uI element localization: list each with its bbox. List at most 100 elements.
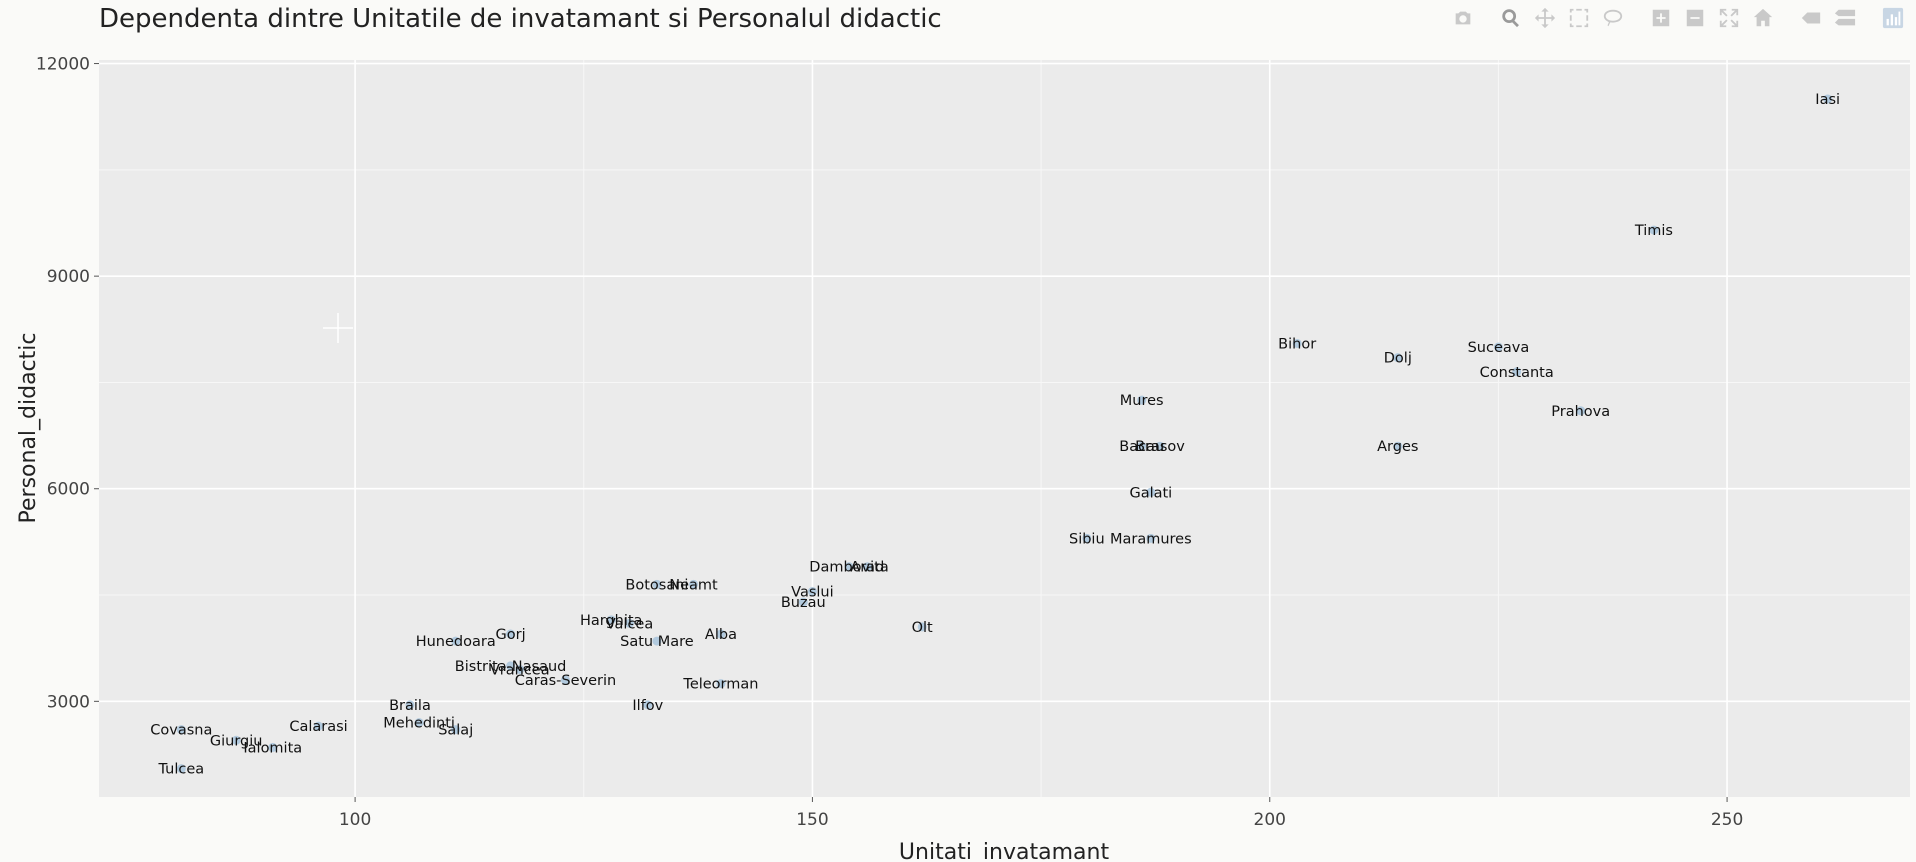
point-label: Braila [389,698,431,714]
point-label: Buzau [781,595,826,611]
y-tick-label: 12000 [36,55,90,75]
data-point[interactable] [176,764,186,774]
point-label: Suceava [1468,340,1530,356]
data-point[interactable] [506,661,516,671]
data-point[interactable] [606,615,616,625]
data-point[interactable] [1146,487,1156,497]
point-label: Covasna [150,723,212,739]
point-label: Neamt [669,577,718,593]
axis-ticks: 100 150 200 250 3000 6000 9000 12000 [36,55,1743,830]
data-point[interactable] [1393,441,1403,451]
crosshair-cursor [323,313,353,343]
zoom-icon[interactable] [1496,4,1526,32]
data-point[interactable] [451,725,461,735]
point-label: Teleorman [682,677,758,693]
data-point[interactable] [506,629,516,639]
x-tick-label: 250 [1711,810,1743,830]
data-point[interactable] [643,700,653,710]
data-points[interactable] [176,94,1833,774]
point-label: Prahova [1551,404,1610,420]
point-label: Ilfov [632,698,663,714]
point-label: Gorj [496,627,526,643]
camera-icon[interactable] [1448,4,1478,32]
point-label: Mehedinti [383,716,455,732]
data-point[interactable] [652,579,662,589]
point-label: Vrancea [490,662,550,678]
data-point[interactable] [176,725,186,735]
data-point[interactable] [1649,225,1659,235]
box-select-icon[interactable] [1564,4,1594,32]
data-point[interactable] [716,679,726,689]
data-point[interactable] [798,597,808,607]
data-point[interactable] [1137,441,1147,451]
data-point[interactable] [917,622,927,632]
point-label: Caras-Severin [515,673,616,689]
plot-background [99,60,1910,797]
x-axis-title: Unitati_invatamant [899,840,1110,862]
autoscale-icon[interactable] [1714,4,1744,32]
point-label: Vaslui [791,584,833,600]
modebar [1448,4,1908,32]
data-point[interactable] [844,562,854,572]
point-label: Valcea [606,616,654,632]
grid-lines [99,60,1910,797]
data-point[interactable] [1146,533,1156,543]
data-point[interactable] [1823,94,1833,104]
data-point[interactable] [716,629,726,639]
point-label: Dambovita [809,560,888,576]
pan-icon[interactable] [1530,4,1560,32]
point-label: Dolj [1384,351,1412,367]
data-point[interactable] [1155,441,1165,451]
data-point[interactable] [1576,406,1586,416]
data-point[interactable] [414,718,424,728]
data-point[interactable] [1082,533,1092,543]
data-point[interactable] [1292,338,1302,348]
point-label: Brasov [1135,439,1185,455]
point-label: Salaj [438,723,473,739]
data-point[interactable] [405,700,415,710]
plotly-logo-icon[interactable] [1878,4,1908,32]
point-label: Sibiu [1069,531,1105,547]
point-label: Bistrita-Nasaud [455,659,567,675]
point-label: Galati [1129,485,1172,501]
point-label: Giurgiu [210,733,263,749]
data-point[interactable] [624,618,634,628]
x-tick-label: 200 [1254,810,1286,830]
point-label: Olt [912,620,933,636]
data-point[interactable] [515,664,525,674]
hover-closest-icon[interactable] [1796,4,1826,32]
point-label: Calarasi [289,719,347,735]
zoom-in-icon[interactable] [1646,4,1676,32]
data-point[interactable] [560,675,570,685]
data-point[interactable] [807,586,817,596]
y-tick-label: 3000 [47,692,90,712]
data-point[interactable] [231,735,241,745]
point-label: Bacau [1119,439,1164,455]
point-label: Botosani [625,577,688,593]
data-point[interactable] [652,636,662,646]
hover-compare-icon[interactable] [1830,4,1860,32]
point-label: Bihor [1278,336,1316,352]
x-tick-label: 100 [339,810,371,830]
point-label: Tulcea [157,762,204,778]
data-point[interactable] [1512,367,1522,377]
data-point[interactable] [1393,353,1403,363]
data-point[interactable] [862,562,872,572]
point-label: Iasi [1815,92,1840,108]
point-label: Maramures [1110,531,1192,547]
zoom-out-icon[interactable] [1680,4,1710,32]
point-label: Arad [850,560,884,576]
data-point[interactable] [1137,395,1147,405]
point-label: Arges [1377,439,1418,455]
point-label: Ialomita [243,740,302,756]
home-icon[interactable] [1748,4,1778,32]
point-label: Hunedoara [416,634,496,650]
data-point[interactable] [1493,342,1503,352]
y-tick-label: 6000 [47,480,90,500]
data-point[interactable] [451,636,461,646]
data-point[interactable] [689,579,699,589]
y-tick-label: 9000 [47,267,90,287]
data-point[interactable] [314,721,324,731]
data-point[interactable] [268,742,278,752]
